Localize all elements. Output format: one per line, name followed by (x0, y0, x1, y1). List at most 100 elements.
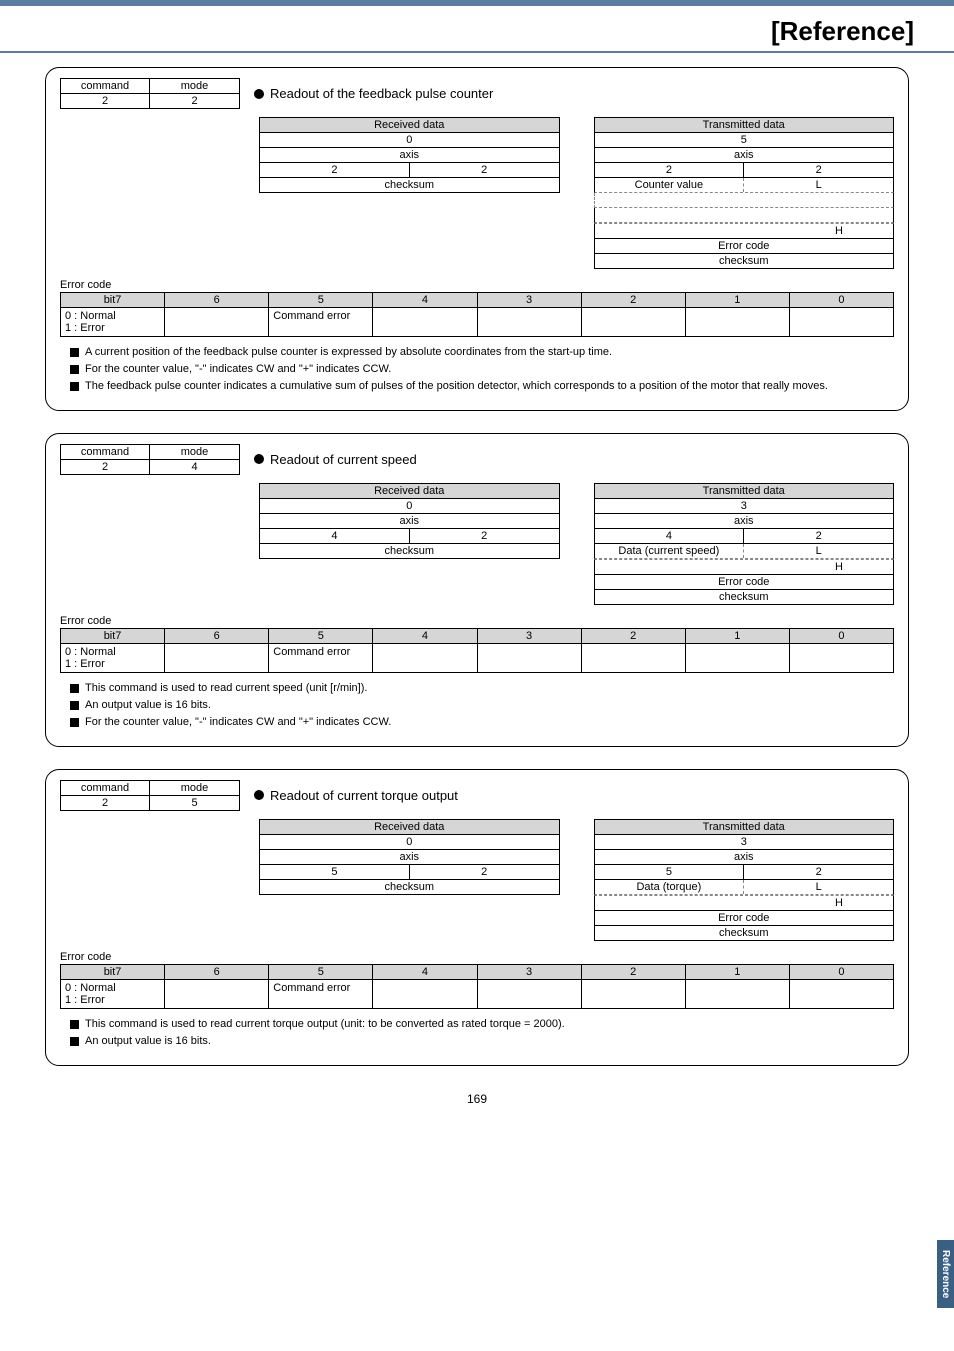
rx-axis: axis (259, 513, 560, 528)
tx-mode-l: 4 (594, 528, 744, 543)
received-header: Received data (259, 117, 560, 132)
error-code-table: bit7 6 5 4 3 2 1 0 0 : Normal 1 : Error … (60, 292, 894, 337)
tx-mode-r: 2 (743, 864, 894, 879)
square-icon (70, 382, 79, 391)
tx-checksum: checksum (594, 925, 895, 941)
ec-h-1: 1 (685, 293, 789, 308)
rx-mode-l: 5 (259, 864, 409, 879)
ec-h-4: 4 (373, 964, 477, 979)
tx-axis: axis (594, 849, 895, 864)
side-tab: Reference (937, 1240, 954, 1308)
tx-axis: axis (594, 147, 895, 162)
rx-axis: axis (259, 849, 560, 864)
tx-checksum: checksum (594, 589, 895, 605)
tx-axis: axis (594, 513, 895, 528)
tx-mode-l: 5 (594, 864, 744, 879)
ec-r-0 (789, 643, 893, 672)
ec-r-6 (165, 979, 269, 1008)
tx-count: 3 (594, 498, 895, 513)
ec-r-1 (685, 979, 789, 1008)
square-icon (70, 1037, 79, 1046)
rx-count: 0 (259, 498, 560, 513)
card-title-text: Readout of current speed (270, 452, 417, 467)
card-title-text: Readout of the feedback pulse counter (270, 86, 493, 101)
note-text: The feedback pulse counter indicates a c… (85, 379, 828, 395)
card-torque-output: command 2 mode 5 Readout of current torq… (45, 769, 909, 1066)
ec-r-bit7: 0 : Normal 1 : Error (61, 643, 165, 672)
ec-h-2: 2 (581, 964, 685, 979)
page-number: 169 (0, 1092, 954, 1106)
note-text: This command is used to read current tor… (85, 1017, 565, 1033)
ec-h-0: 0 (789, 628, 893, 643)
ec-h-4: 4 (373, 293, 477, 308)
square-icon (70, 684, 79, 693)
tx-mode-r: 2 (743, 528, 894, 543)
card-feedback-pulse: command 2 mode 2 Readout of the feedback… (45, 67, 909, 411)
ec-r-3 (477, 979, 581, 1008)
ec-r-0 (789, 308, 893, 337)
tx-data-L: L (744, 880, 893, 894)
command-value: 2 (61, 796, 149, 810)
mode-label: mode (150, 781, 239, 796)
command-label: command (61, 781, 149, 796)
ec-r-1 (685, 643, 789, 672)
ec-r-5: Command error (269, 308, 373, 337)
rx-checksum: checksum (259, 543, 560, 559)
rx-checksum: checksum (259, 177, 560, 193)
rx-count: 0 (259, 132, 560, 147)
rx-mode-r: 2 (409, 162, 560, 177)
ec-r-3 (477, 643, 581, 672)
ec-h-3: 3 (477, 628, 581, 643)
ec-r-1 (685, 308, 789, 337)
mode-label: mode (150, 445, 239, 460)
tx-H: H (594, 223, 895, 238)
ec-h-5: 5 (269, 293, 373, 308)
rx-mode-l: 4 (259, 528, 409, 543)
ec-r-4 (373, 308, 477, 337)
ec-h-bit7: bit7 (61, 964, 165, 979)
ec-r-5: Command error (269, 979, 373, 1008)
ec-r-3 (477, 308, 581, 337)
ec-r-5: Command error (269, 643, 373, 672)
command-value: 2 (61, 460, 149, 474)
tx-count: 5 (594, 132, 895, 147)
square-icon (70, 348, 79, 357)
tx-counter-label: Counter value (595, 178, 745, 192)
error-code-label: Error code (60, 615, 894, 627)
mode-label: mode (150, 79, 239, 94)
ec-h-1: 1 (685, 628, 789, 643)
ec-h-bit7: bit7 (61, 628, 165, 643)
ec-h-3: 3 (477, 964, 581, 979)
note-text: For the counter value, "-" indicates CW … (85, 362, 391, 378)
ec-h-6: 6 (165, 628, 269, 643)
ec-h-4: 4 (373, 628, 477, 643)
tx-mode-l: 2 (594, 162, 744, 177)
bullet-icon (254, 454, 264, 464)
error-code-label: Error code (60, 279, 894, 291)
ec-r-2 (581, 979, 685, 1008)
bullet-icon (254, 790, 264, 800)
note-text: A current position of the feedback pulse… (85, 345, 612, 361)
card-current-speed: command 2 mode 4 Readout of current spee… (45, 433, 909, 747)
tx-errorcode: Error code (594, 574, 895, 589)
tx-errorcode: Error code (594, 238, 895, 253)
ec-h-0: 0 (789, 964, 893, 979)
note-text: An output value is 16 bits. (85, 698, 211, 714)
rx-mode-l: 2 (259, 162, 409, 177)
error-code-table: bit7 6 5 4 3 2 1 0 0 : Normal 1 : Error … (60, 628, 894, 673)
command-label: command (61, 79, 149, 94)
ec-h-0: 0 (789, 293, 893, 308)
mode-value: 5 (150, 796, 239, 810)
tx-mode-r: 2 (743, 162, 894, 177)
mode-value: 2 (150, 94, 239, 108)
error-code-table: bit7 6 5 4 3 2 1 0 0 : Normal 1 : Error … (60, 964, 894, 1009)
rx-mode-r: 2 (409, 528, 560, 543)
ec-h-6: 6 (165, 293, 269, 308)
transmitted-header: Transmitted data (594, 483, 895, 498)
ec-r-4 (373, 643, 477, 672)
tx-gap2 (594, 208, 895, 223)
rx-count: 0 (259, 834, 560, 849)
tx-gap1 (594, 193, 895, 208)
ec-r-bit7: 0 : Normal 1 : Error (61, 308, 165, 337)
transmitted-header: Transmitted data (594, 117, 895, 132)
